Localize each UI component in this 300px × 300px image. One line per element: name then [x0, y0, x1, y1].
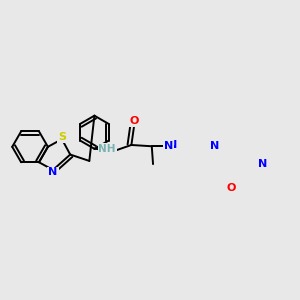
Text: N: N [258, 159, 267, 169]
Text: S: S [58, 132, 66, 142]
Text: N: N [210, 141, 219, 151]
Text: N: N [48, 167, 58, 178]
Text: NH: NH [98, 144, 116, 154]
Text: N: N [167, 140, 177, 150]
Text: N: N [164, 141, 173, 151]
Text: O: O [129, 116, 139, 126]
Text: O: O [226, 183, 236, 193]
